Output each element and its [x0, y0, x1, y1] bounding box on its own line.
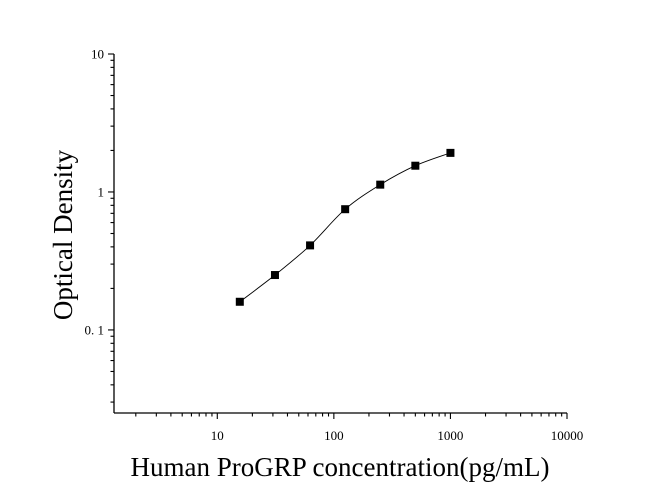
fit-curve-layer: [239, 152, 451, 303]
y-axis-title: Optical Density: [48, 149, 78, 320]
data-point: [341, 205, 350, 214]
data-point: [446, 148, 455, 157]
y-tick-label: 0. 1: [85, 322, 105, 337]
x-tick-label: 10: [211, 428, 224, 443]
x-axis-title: Human ProGRP concentration(pg/mL): [131, 452, 550, 482]
data-point: [376, 180, 385, 189]
x-tick-label: 1000: [437, 428, 463, 443]
y-tick-label: 10: [91, 47, 104, 62]
data-points-layer: [235, 148, 455, 306]
y-tick-label: 1: [98, 184, 105, 199]
data-point: [270, 271, 279, 280]
data-point: [235, 297, 244, 306]
data-point: [411, 161, 420, 170]
axes: [108, 53, 568, 419]
fit-curve: [239, 152, 451, 303]
tick-labels: 10 100 1000 10000 0. 1 1 10: [85, 47, 584, 444]
x-tick-label: 10000: [551, 428, 584, 443]
x-tick-label: 100: [324, 428, 344, 443]
data-point: [306, 241, 315, 250]
